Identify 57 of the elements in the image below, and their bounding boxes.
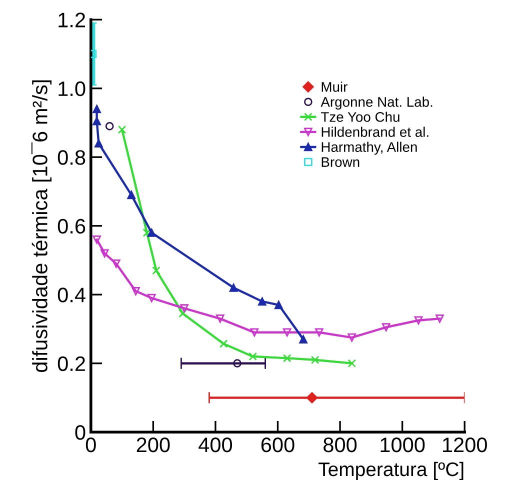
legend-label: Muir <box>322 82 348 92</box>
x-tick-label: 1200 <box>443 437 487 452</box>
point <box>282 354 292 362</box>
x-axis-title: Temperatura [ºC] <box>318 462 464 480</box>
legend-label: Tze Yoo Chu <box>321 112 400 122</box>
point <box>178 309 187 318</box>
legend-label: Hildenbrand et al. <box>322 126 428 137</box>
legend-label: Argonne Nat. Lab. <box>320 96 432 110</box>
x-tick-label: 400 <box>198 437 232 452</box>
point <box>282 328 292 337</box>
legend-label: Brown <box>322 157 360 167</box>
point <box>274 300 283 310</box>
point <box>310 356 320 364</box>
point <box>100 249 109 258</box>
y-tick-label: 0.8 <box>58 150 86 165</box>
x-tick-label: 0 <box>86 437 96 452</box>
point <box>132 286 140 296</box>
y-axis-title: difusividade térmica [10¯6 m²/s] <box>31 80 52 372</box>
point <box>219 340 228 348</box>
point <box>233 359 242 368</box>
point <box>306 392 318 404</box>
point <box>382 323 390 332</box>
point <box>94 139 103 148</box>
point <box>180 304 188 313</box>
point <box>250 328 259 337</box>
point <box>92 116 101 126</box>
point <box>90 50 97 58</box>
y-tick-label: 0.6 <box>58 218 86 234</box>
point <box>92 235 101 244</box>
point <box>299 335 308 344</box>
point <box>348 333 356 342</box>
point <box>118 125 126 134</box>
legend-label: Harmathy, Allen <box>322 142 417 155</box>
point <box>258 297 266 306</box>
point <box>436 314 444 323</box>
x-tick-label: 800 <box>324 437 357 452</box>
point <box>92 104 101 114</box>
point <box>414 316 423 325</box>
point <box>315 328 324 337</box>
y-tick-label: 0.2 <box>58 356 85 372</box>
point <box>147 294 156 302</box>
x-tick-label: 200 <box>136 437 170 452</box>
point <box>105 122 114 130</box>
y-tick-label: 0 <box>75 425 86 440</box>
y-tick-label: 1.2 <box>58 12 85 28</box>
point <box>229 284 238 292</box>
point <box>248 352 258 361</box>
point <box>152 266 160 275</box>
point <box>216 314 224 323</box>
point <box>348 359 356 368</box>
x-tick-label: 1000 <box>380 437 425 452</box>
point <box>147 228 156 237</box>
x-tick-label: 600 <box>261 437 294 452</box>
point <box>112 260 120 268</box>
point <box>127 190 136 200</box>
y-tick-label: 1.0 <box>58 81 86 96</box>
y-tick-label: 0.4 <box>58 288 86 302</box>
